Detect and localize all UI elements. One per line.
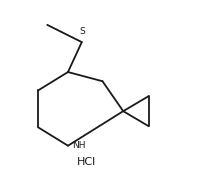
Text: NH: NH <box>72 141 85 150</box>
Text: S: S <box>79 27 84 36</box>
Text: HCl: HCl <box>76 157 95 167</box>
